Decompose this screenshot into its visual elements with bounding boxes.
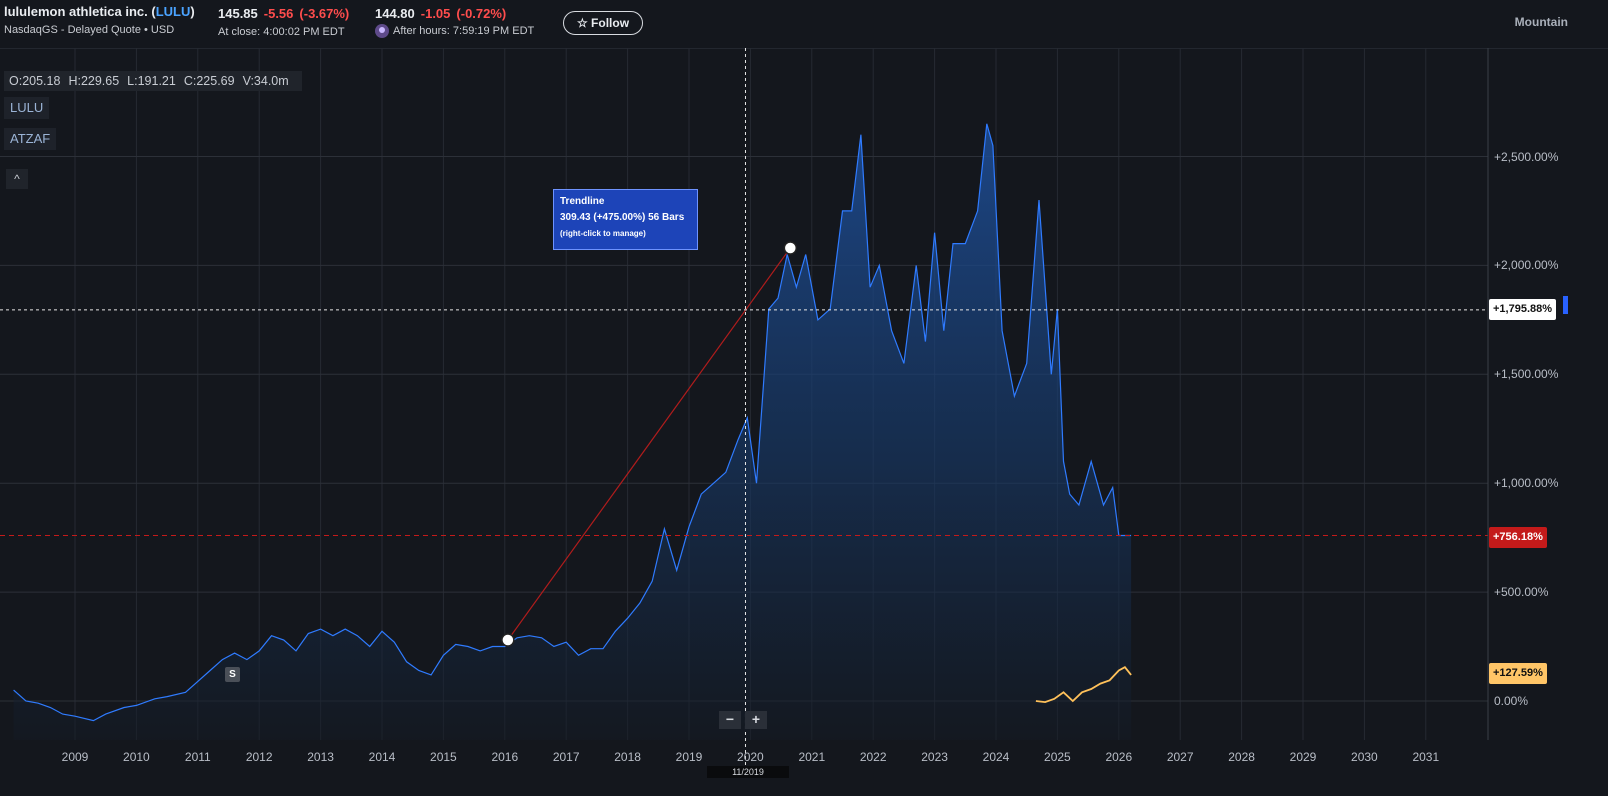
- close-quote: 145.85 -5.56 (-3.67%): [218, 6, 355, 21]
- x-tick-label: 2025: [1044, 750, 1071, 764]
- trendline-start-handle[interactable]: [501, 633, 515, 647]
- close-time: At close: 4:00:02 PM EDT: [218, 26, 345, 38]
- legend-symbol-atzaf[interactable]: ATZAF: [4, 128, 57, 150]
- trendline-tooltip: Trendline 309.43 (+475.00%) 56 Bars (rig…: [553, 189, 698, 250]
- x-tick-label: 2029: [1289, 750, 1317, 764]
- after-change: -1.05: [420, 6, 451, 21]
- x-tick-label: 2018: [614, 750, 641, 764]
- split-event-marker[interactable]: S: [225, 667, 240, 682]
- lulu-series-line: [13, 123, 1132, 722]
- tooltip-title: Trendline: [560, 196, 605, 207]
- lulu-area: [13, 123, 1132, 741]
- x-tick-label: 2026: [1105, 750, 1133, 764]
- x-tick-label: 2020: [737, 750, 764, 764]
- crosshair-value-badge: +1,795.88%: [1489, 299, 1557, 320]
- moon-icon: [375, 24, 389, 38]
- x-tick-label: 2028: [1228, 750, 1255, 764]
- x-tick-label: 2021: [798, 750, 826, 764]
- x-tick-label: 2030: [1351, 750, 1378, 764]
- x-tick-label: 2017: [552, 750, 580, 764]
- quote-header: lululemon athletica inc. (LULU) NasdaqGS…: [0, 0, 1608, 49]
- legend-symbol-lulu[interactable]: LULU: [4, 97, 50, 119]
- close-price: 145.85: [218, 6, 258, 21]
- zoom-out-button[interactable]: −: [719, 711, 741, 729]
- company-name: lululemon athletica inc. (LULU): [4, 4, 195, 19]
- y-tick-label: +2,000.00%: [1494, 258, 1559, 273]
- y-tick-label: +2,500.00%: [1494, 149, 1559, 164]
- ticker-link[interactable]: LULU: [155, 4, 191, 19]
- x-tick-label: 2011: [184, 750, 211, 764]
- y-tick-label: +500.00%: [1494, 585, 1549, 600]
- x-tick-label: 2015: [430, 750, 457, 764]
- panel-edge-tab[interactable]: [1563, 296, 1568, 314]
- lulu-last-value-badge: +756.18%: [1489, 527, 1547, 548]
- x-tick-label: 2016: [491, 750, 519, 764]
- x-tick-label: 2022: [859, 750, 887, 764]
- y-tick-label: 0.00%: [1494, 694, 1529, 708]
- after-hours-time: After hours: 7:59:19 PM EDT: [375, 24, 534, 38]
- after-change-pct: (-0.72%): [456, 6, 507, 21]
- trendline-end-handle[interactable]: [783, 241, 798, 255]
- follow-button[interactable]: ☆ Follow: [563, 11, 643, 35]
- y-tick-label: +1,000.00%: [1494, 476, 1559, 491]
- x-tick-label: 2013: [307, 750, 334, 764]
- x-tick-label: 2012: [245, 750, 273, 764]
- close-change: -5.56: [263, 6, 294, 21]
- x-tick-label: 2014: [368, 750, 396, 764]
- tooltip-detail: 309.43 (+475.00%) 56 Bars: [560, 212, 685, 223]
- tooltip-hint: (right-click to manage): [560, 229, 646, 238]
- ohlc-readout: O:205.18 H:229.65 L:191.21 C:225.69 V:34.0m: [4, 71, 302, 91]
- zoom-in-button[interactable]: +: [745, 711, 767, 729]
- y-tick-label: +1,500.00%: [1494, 367, 1559, 382]
- x-tick-label: 2023: [921, 750, 948, 764]
- atzaf-last-value-badge: +127.59%: [1489, 663, 1547, 684]
- x-tick-label: 2009: [61, 750, 89, 764]
- after-price: 144.80: [375, 6, 415, 21]
- x-tick-label: 2019: [675, 750, 703, 764]
- x-tick-label: 2010: [123, 750, 150, 764]
- collapse-legend-icon[interactable]: ^: [6, 169, 28, 189]
- crosshair-date-label: 11/2019: [707, 766, 789, 778]
- close-change-pct: (-3.67%): [299, 6, 350, 21]
- timezone-selector[interactable]: Mountain: [1514, 15, 1568, 29]
- after-hours-quote: 144.80 -1.05 (-0.72%): [375, 6, 512, 21]
- price-chart[interactable]: [0, 48, 1608, 796]
- x-tick-label: 2027: [1166, 750, 1194, 764]
- exchange-info: NasdaqGS - Delayed Quote • USD: [4, 24, 175, 36]
- atzaf-series-line: [1035, 666, 1132, 704]
- x-tick-label: 2024: [982, 750, 1010, 764]
- trendline: [507, 247, 791, 641]
- x-tick-label: 2031: [1412, 750, 1440, 764]
